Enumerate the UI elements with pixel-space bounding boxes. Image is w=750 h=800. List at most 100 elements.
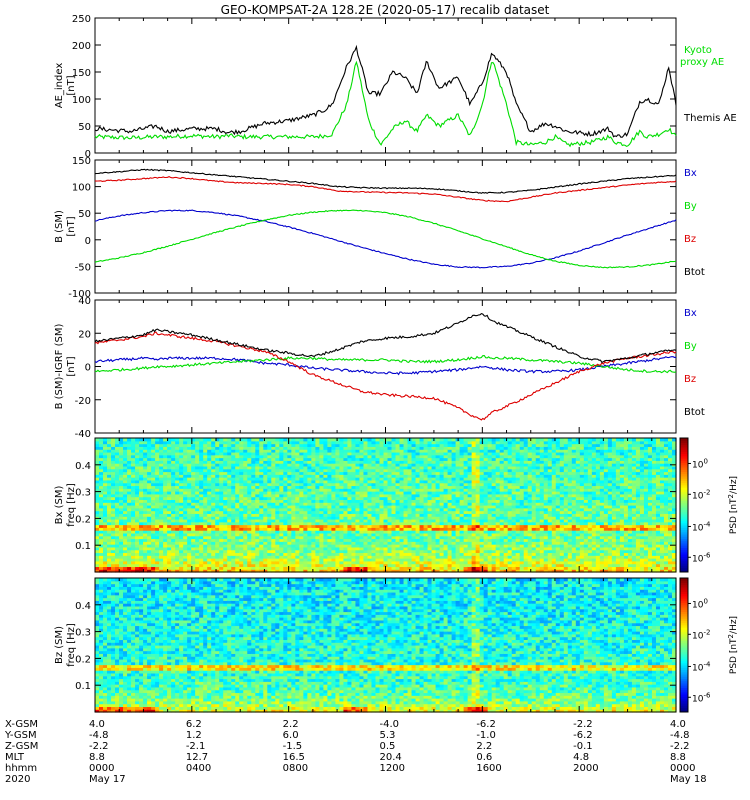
spectrogram-cell xyxy=(239,499,244,503)
spectrogram-cell xyxy=(335,521,341,526)
spectrogram-cell xyxy=(235,463,240,467)
spectrogram-cell xyxy=(439,527,445,531)
spectrogram-cell xyxy=(411,502,417,506)
spectrogram-cell xyxy=(431,474,437,478)
spectrogram-cell xyxy=(467,474,473,478)
spectrogram-cell xyxy=(439,460,445,464)
spectrogram-cell xyxy=(447,499,453,503)
spectrogram-cell xyxy=(187,438,192,442)
spectrogram-cell xyxy=(387,569,393,573)
spectrogram-cell xyxy=(343,521,349,526)
spectrogram-cell xyxy=(431,552,437,556)
spectrogram-cell xyxy=(275,552,280,556)
spectrogram-cell xyxy=(131,563,136,568)
spectrogram-cell xyxy=(195,438,200,442)
spectrogram-cell xyxy=(311,538,316,542)
spectrogram-cell xyxy=(243,491,248,495)
spectrogram-cell xyxy=(247,569,252,573)
spectrogram-cell xyxy=(175,555,180,559)
spectrogram-cell xyxy=(247,460,252,464)
spectrogram-cell xyxy=(175,558,180,562)
spectrogram-cell xyxy=(315,465,320,470)
spectrogram-cell xyxy=(151,527,156,531)
spectrogram-cell xyxy=(299,541,304,545)
spectrogram-cell xyxy=(483,482,489,487)
spectrogram-cell xyxy=(431,465,437,470)
spectrogram-cell xyxy=(379,549,385,554)
spectrogram-cell xyxy=(123,477,128,481)
spectrogram-cell xyxy=(387,541,393,545)
spectrogram-cell xyxy=(131,482,136,487)
spectrogram-cell xyxy=(319,505,324,509)
spectrogram-cell xyxy=(99,521,104,526)
spectrogram-cell xyxy=(479,535,485,540)
spectrogram-cell xyxy=(243,496,248,501)
spectrogram-cell xyxy=(463,505,469,509)
spectrogram-cell xyxy=(443,563,449,568)
spectrogram-cell xyxy=(443,438,449,442)
spectrogram-cell xyxy=(471,499,477,503)
spectrogram-cell xyxy=(291,451,296,456)
spectrogram-cell xyxy=(247,493,252,498)
spectrogram-cell xyxy=(171,560,176,565)
spectrogram-cell xyxy=(179,538,184,542)
spectrogram-cell xyxy=(299,524,304,528)
series-line-btot xyxy=(94,168,677,194)
spectrogram-cell xyxy=(479,524,485,528)
spectrogram-cell xyxy=(131,449,136,453)
spectrogram-cell xyxy=(487,544,493,548)
spectrogram-cell xyxy=(259,496,264,501)
spectrogram-cell xyxy=(311,566,316,570)
spectrogram-cell xyxy=(299,516,304,520)
spectrogram-cell xyxy=(179,532,184,537)
spectrogram-cell xyxy=(467,460,473,464)
spectrogram-cell xyxy=(147,518,152,523)
spectrogram-cell xyxy=(259,482,264,487)
spectrogram-cell xyxy=(147,546,152,551)
spectrogram-cell xyxy=(135,563,140,568)
spectrogram-cell xyxy=(407,460,413,464)
spectrogram-cell xyxy=(243,524,248,528)
spectrogram-cell xyxy=(199,479,204,484)
spectrogram-cell xyxy=(419,521,425,526)
spectrogram-cell xyxy=(363,463,369,467)
spectrogram-cell xyxy=(155,443,160,447)
spectrogram-cell xyxy=(179,566,184,570)
spectrogram-cell xyxy=(187,555,192,559)
spectrogram-cell xyxy=(335,535,341,540)
spectrogram-cell xyxy=(231,532,236,537)
spectrogram-cell xyxy=(351,468,357,473)
spectrogram-cell xyxy=(143,510,148,514)
spectrogram-cell xyxy=(271,479,276,484)
spectrogram-cell xyxy=(419,518,425,523)
spectrogram-cell xyxy=(215,524,220,528)
spectrogram-cell xyxy=(171,541,176,545)
spectrogram-cell xyxy=(331,482,337,487)
spectrogram-cell xyxy=(327,527,333,531)
spectrogram-cell xyxy=(463,468,469,473)
spectrogram-cell xyxy=(95,460,100,464)
spectrogram-cell xyxy=(115,532,120,537)
spectrogram-cell xyxy=(171,443,176,447)
spectrogram-cell xyxy=(115,499,120,503)
spectrogram-cell xyxy=(419,527,425,531)
spectrogram-cell xyxy=(231,530,236,534)
spectrogram-cell xyxy=(135,502,140,506)
spectrogram-cell xyxy=(471,507,477,512)
spectrogram-cell xyxy=(419,507,425,512)
spectrogram-cell xyxy=(143,471,148,475)
spectrogram-cell xyxy=(371,558,377,562)
spectrogram-cell xyxy=(479,449,485,453)
spectrogram-cell xyxy=(175,502,180,506)
spectrogram-cell xyxy=(307,549,312,554)
spectrogram-cell xyxy=(363,527,369,531)
spectrogram-cell xyxy=(99,552,104,556)
spectrogram-cell xyxy=(283,488,288,492)
spectrogram-cell xyxy=(215,527,220,531)
spectrogram-cell xyxy=(355,463,361,467)
spectrogram-cell xyxy=(231,516,236,520)
spectrogram-cell xyxy=(147,502,152,506)
spectrogram-cell xyxy=(399,465,405,470)
spectrogram-cell xyxy=(175,496,180,501)
